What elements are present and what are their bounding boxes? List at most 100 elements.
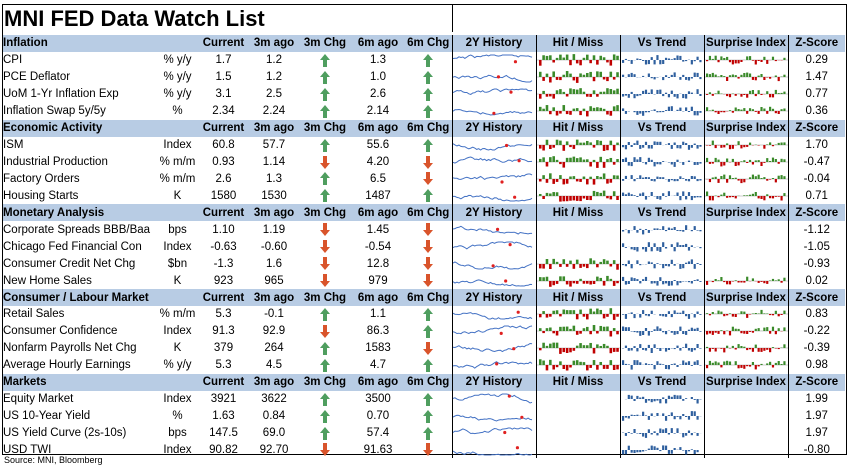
arrow-down-icon xyxy=(299,323,351,340)
history-sparkline xyxy=(451,136,536,154)
z-score: -0.80 xyxy=(787,441,845,459)
value-6m-ago: 979 xyxy=(368,274,388,287)
z-score: -1.05 xyxy=(787,238,845,256)
z-score: 0.71 xyxy=(787,187,845,205)
z-score: -0.47 xyxy=(787,153,845,171)
header-z: Z-Score xyxy=(787,204,845,222)
indicator-unit: $bn xyxy=(167,257,188,270)
header-history: 2Y History xyxy=(451,35,536,52)
header-surprise: Surprise Index xyxy=(703,373,788,391)
surprise-index-chart xyxy=(703,255,788,273)
z-score: -0.39 xyxy=(787,339,845,357)
arrow-up-icon xyxy=(299,425,351,442)
header-surprise: Surprise Index xyxy=(703,289,788,306)
arrow-up-icon xyxy=(299,306,351,323)
value-6m-ago: -0.54 xyxy=(364,240,392,253)
value-3m-ago: 1.19 xyxy=(262,223,286,236)
current-value: 5.3 xyxy=(215,359,232,372)
z-score: -1.12 xyxy=(787,221,845,239)
vs-trend-chart xyxy=(619,272,704,290)
header-chg6: 6m Chg xyxy=(405,289,452,306)
hit-miss-chart xyxy=(535,51,620,69)
history-sparkline xyxy=(451,187,536,205)
z-score: 0.29 xyxy=(787,51,845,69)
arrow-up-icon xyxy=(405,187,452,204)
current-value: 0.93 xyxy=(212,156,235,169)
value-3m-ago: 264 xyxy=(264,342,284,355)
arrow-up-icon xyxy=(299,340,351,357)
indicator-unit: % y/y xyxy=(163,359,192,372)
z-score: -0.04 xyxy=(787,170,845,188)
header-chg6: 6m Chg xyxy=(405,204,452,222)
hit-miss-chart xyxy=(535,441,620,459)
current-value: 2.6 xyxy=(215,172,232,185)
indicator-unit: K xyxy=(173,342,182,355)
history-sparkline xyxy=(451,221,536,239)
section-header: Economic Activity Current 3m ago 3m Chg 6m a… xyxy=(3,119,845,137)
table-row: Factory Orders % m/m 2.6 1.3 6.5 -0.04 xyxy=(3,170,845,188)
arrow-up-icon xyxy=(299,69,351,86)
section-header: Markets Current 3m ago 3m Chg 6m ago 6m Chg 2Y… xyxy=(3,373,845,391)
indicator-unit: Index xyxy=(163,240,192,253)
vs-trend-chart xyxy=(619,68,704,86)
arrow-up-icon xyxy=(405,323,452,340)
header-chg3: 3m Chg xyxy=(299,204,351,222)
arrow-up-icon xyxy=(405,391,452,408)
current-value: -1.3 xyxy=(213,257,234,270)
vs-trend-chart xyxy=(619,102,704,120)
indicator-name: US Yield Curve (2s-10s) xyxy=(3,427,127,440)
header-unit xyxy=(157,204,198,222)
value-3m-ago: 57.7 xyxy=(262,139,286,152)
indicator-unit: % y/y xyxy=(163,54,192,67)
header-z: Z-Score xyxy=(787,35,845,52)
value-3m-ago: 92.70 xyxy=(259,443,289,456)
arrow-down-icon xyxy=(299,272,351,289)
header-ago3: 3m ago xyxy=(249,204,299,222)
vs-trend-chart xyxy=(619,441,704,459)
header-trend: Vs Trend xyxy=(619,35,704,52)
indicator-unit: % xyxy=(172,105,183,118)
surprise-index-chart xyxy=(703,441,788,459)
table-row: Equity Market Index 3921 3622 3500 1.99 xyxy=(3,390,845,408)
arrow-up-icon xyxy=(405,137,452,154)
value-3m-ago: -0.60 xyxy=(260,240,288,253)
arrow-down-icon xyxy=(405,255,452,272)
header-current: Current xyxy=(198,35,249,52)
header-history: 2Y History xyxy=(451,204,536,222)
header-trend: Vs Trend xyxy=(619,289,704,306)
history-sparkline xyxy=(451,272,536,290)
indicator-unit: Index xyxy=(163,139,192,152)
header-trend: Vs Trend xyxy=(619,119,704,137)
indicator-unit: K xyxy=(173,189,182,202)
surprise-index-chart xyxy=(703,390,788,408)
surprise-index-chart xyxy=(703,51,788,69)
header-ago3: 3m ago xyxy=(249,289,299,306)
surprise-index-chart xyxy=(703,306,788,323)
page-title: MNI FED Data Watch List xyxy=(4,4,453,32)
indicator-unit: % xyxy=(172,410,183,423)
header-name: Monetary Analysis xyxy=(3,204,157,222)
value-6m-ago: 1.1 xyxy=(370,308,386,321)
table-row: New Home Sales K 923 965 979 0.02 xyxy=(3,272,845,290)
indicator-name: New Home Sales xyxy=(3,274,92,287)
table-row: Chicago Fed Financial Con Index -0.63 -0.60… xyxy=(3,238,845,256)
header-hitmiss: Hit / Miss xyxy=(535,119,620,137)
value-6m-ago: 2.6 xyxy=(370,88,386,101)
vs-trend-chart xyxy=(619,390,704,408)
arrow-down-icon xyxy=(299,255,351,272)
z-score: 1.99 xyxy=(787,390,845,408)
vs-trend-chart xyxy=(619,85,704,103)
current-value: 90.82 xyxy=(209,443,238,456)
arrow-up-icon xyxy=(299,137,351,154)
table-row: ISM Index 60.8 57.7 55.6 1.70 xyxy=(3,136,845,154)
indicator-name: Inflation Swap 5y/5y xyxy=(3,105,106,118)
header-chg3: 3m Chg xyxy=(299,289,351,306)
history-sparkline xyxy=(451,68,536,86)
section-header: Monetary Analysis Current 3m ago 3m Chg 6m a… xyxy=(3,204,845,222)
header-surprise: Surprise Index xyxy=(703,204,788,222)
table-row: US 10-Year Yield% 1.63 0.84 0.70 1.97 xyxy=(3,407,845,425)
indicator-name: Average Hourly Earnings xyxy=(3,359,131,372)
arrow-down-icon xyxy=(405,171,452,188)
current-value: 1580 xyxy=(210,189,237,202)
value-6m-ago: 3500 xyxy=(365,393,391,406)
